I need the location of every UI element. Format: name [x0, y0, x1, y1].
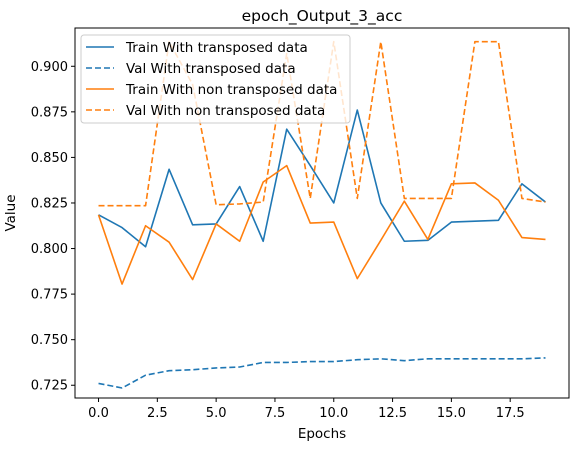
- plot-frame: [74, 27, 570, 399]
- legend: Train With transposed data Val With trans…: [80, 34, 351, 124]
- x-tick-label: 12.5: [378, 406, 407, 421]
- y-tick-label: 0.800: [31, 242, 68, 257]
- legend-label-4: Val With non transposed data: [126, 103, 325, 119]
- x-axis: 0.0 2.5 5.0 7.5 10.0 12.5 15.0 17.5: [88, 398, 525, 421]
- x-tick-label: 2.5: [147, 406, 168, 421]
- y-tick-label: 0.825: [31, 196, 68, 211]
- series-line-3: [97, 164, 546, 285]
- series-line-2: [98, 357, 546, 389]
- y-tick-label: 0.725: [31, 379, 68, 394]
- y-tick-label: 0.875: [31, 105, 68, 120]
- chart-title: epoch_Output_3_acc: [242, 7, 403, 26]
- y-tick-label: 0.775: [31, 288, 68, 303]
- y-tick-label: 0.750: [31, 333, 68, 348]
- x-tick-label: 17.5: [496, 406, 525, 421]
- x-axis-label: Epochs: [298, 426, 346, 442]
- y-tick-label: 0.900: [31, 60, 68, 75]
- x-tick-label: 5.0: [206, 406, 227, 421]
- x-tick-label: 10.0: [319, 406, 348, 421]
- legend-frame: [80, 34, 351, 124]
- y-tick-label: 0.850: [31, 151, 68, 166]
- legend-label-1: Train With transposed data: [125, 40, 308, 56]
- legend-label-2: Val With transposed data: [126, 61, 296, 77]
- x-tick-label: 15.0: [437, 406, 466, 421]
- y-axis: 0.725 0.750 0.775 0.800 0.825 0.850 0.875 0.900: [31, 60, 75, 394]
- series-line-1: [98, 109, 546, 248]
- y-axis-label: Value: [3, 194, 19, 231]
- x-tick-label: 0.0: [88, 406, 109, 421]
- x-tick-label: 7.5: [265, 406, 286, 421]
- legend-label-3: Train With non transposed data: [125, 82, 337, 98]
